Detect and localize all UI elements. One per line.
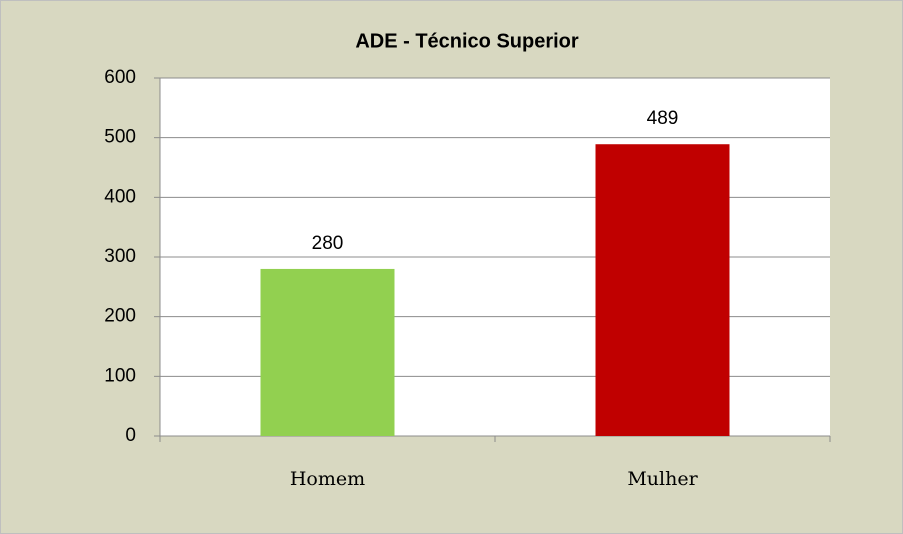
y-tick-label: 600 xyxy=(104,67,136,88)
y-tick-label: 0 xyxy=(125,425,136,446)
bar xyxy=(260,268,395,436)
bar xyxy=(595,144,730,437)
y-tick-label: 100 xyxy=(104,365,136,386)
y-tick-label: 500 xyxy=(104,127,136,148)
x-tick-label: Homem xyxy=(290,468,365,490)
data-label: 489 xyxy=(647,108,679,129)
data-label: 280 xyxy=(312,233,344,254)
x-tick-label: Mulher xyxy=(627,468,698,490)
chart-title: ADE - Técnico Superior xyxy=(355,30,579,52)
y-tick-label: 400 xyxy=(104,186,136,207)
y-tick-label: 200 xyxy=(104,306,136,327)
y-tick-label: 300 xyxy=(104,246,136,267)
